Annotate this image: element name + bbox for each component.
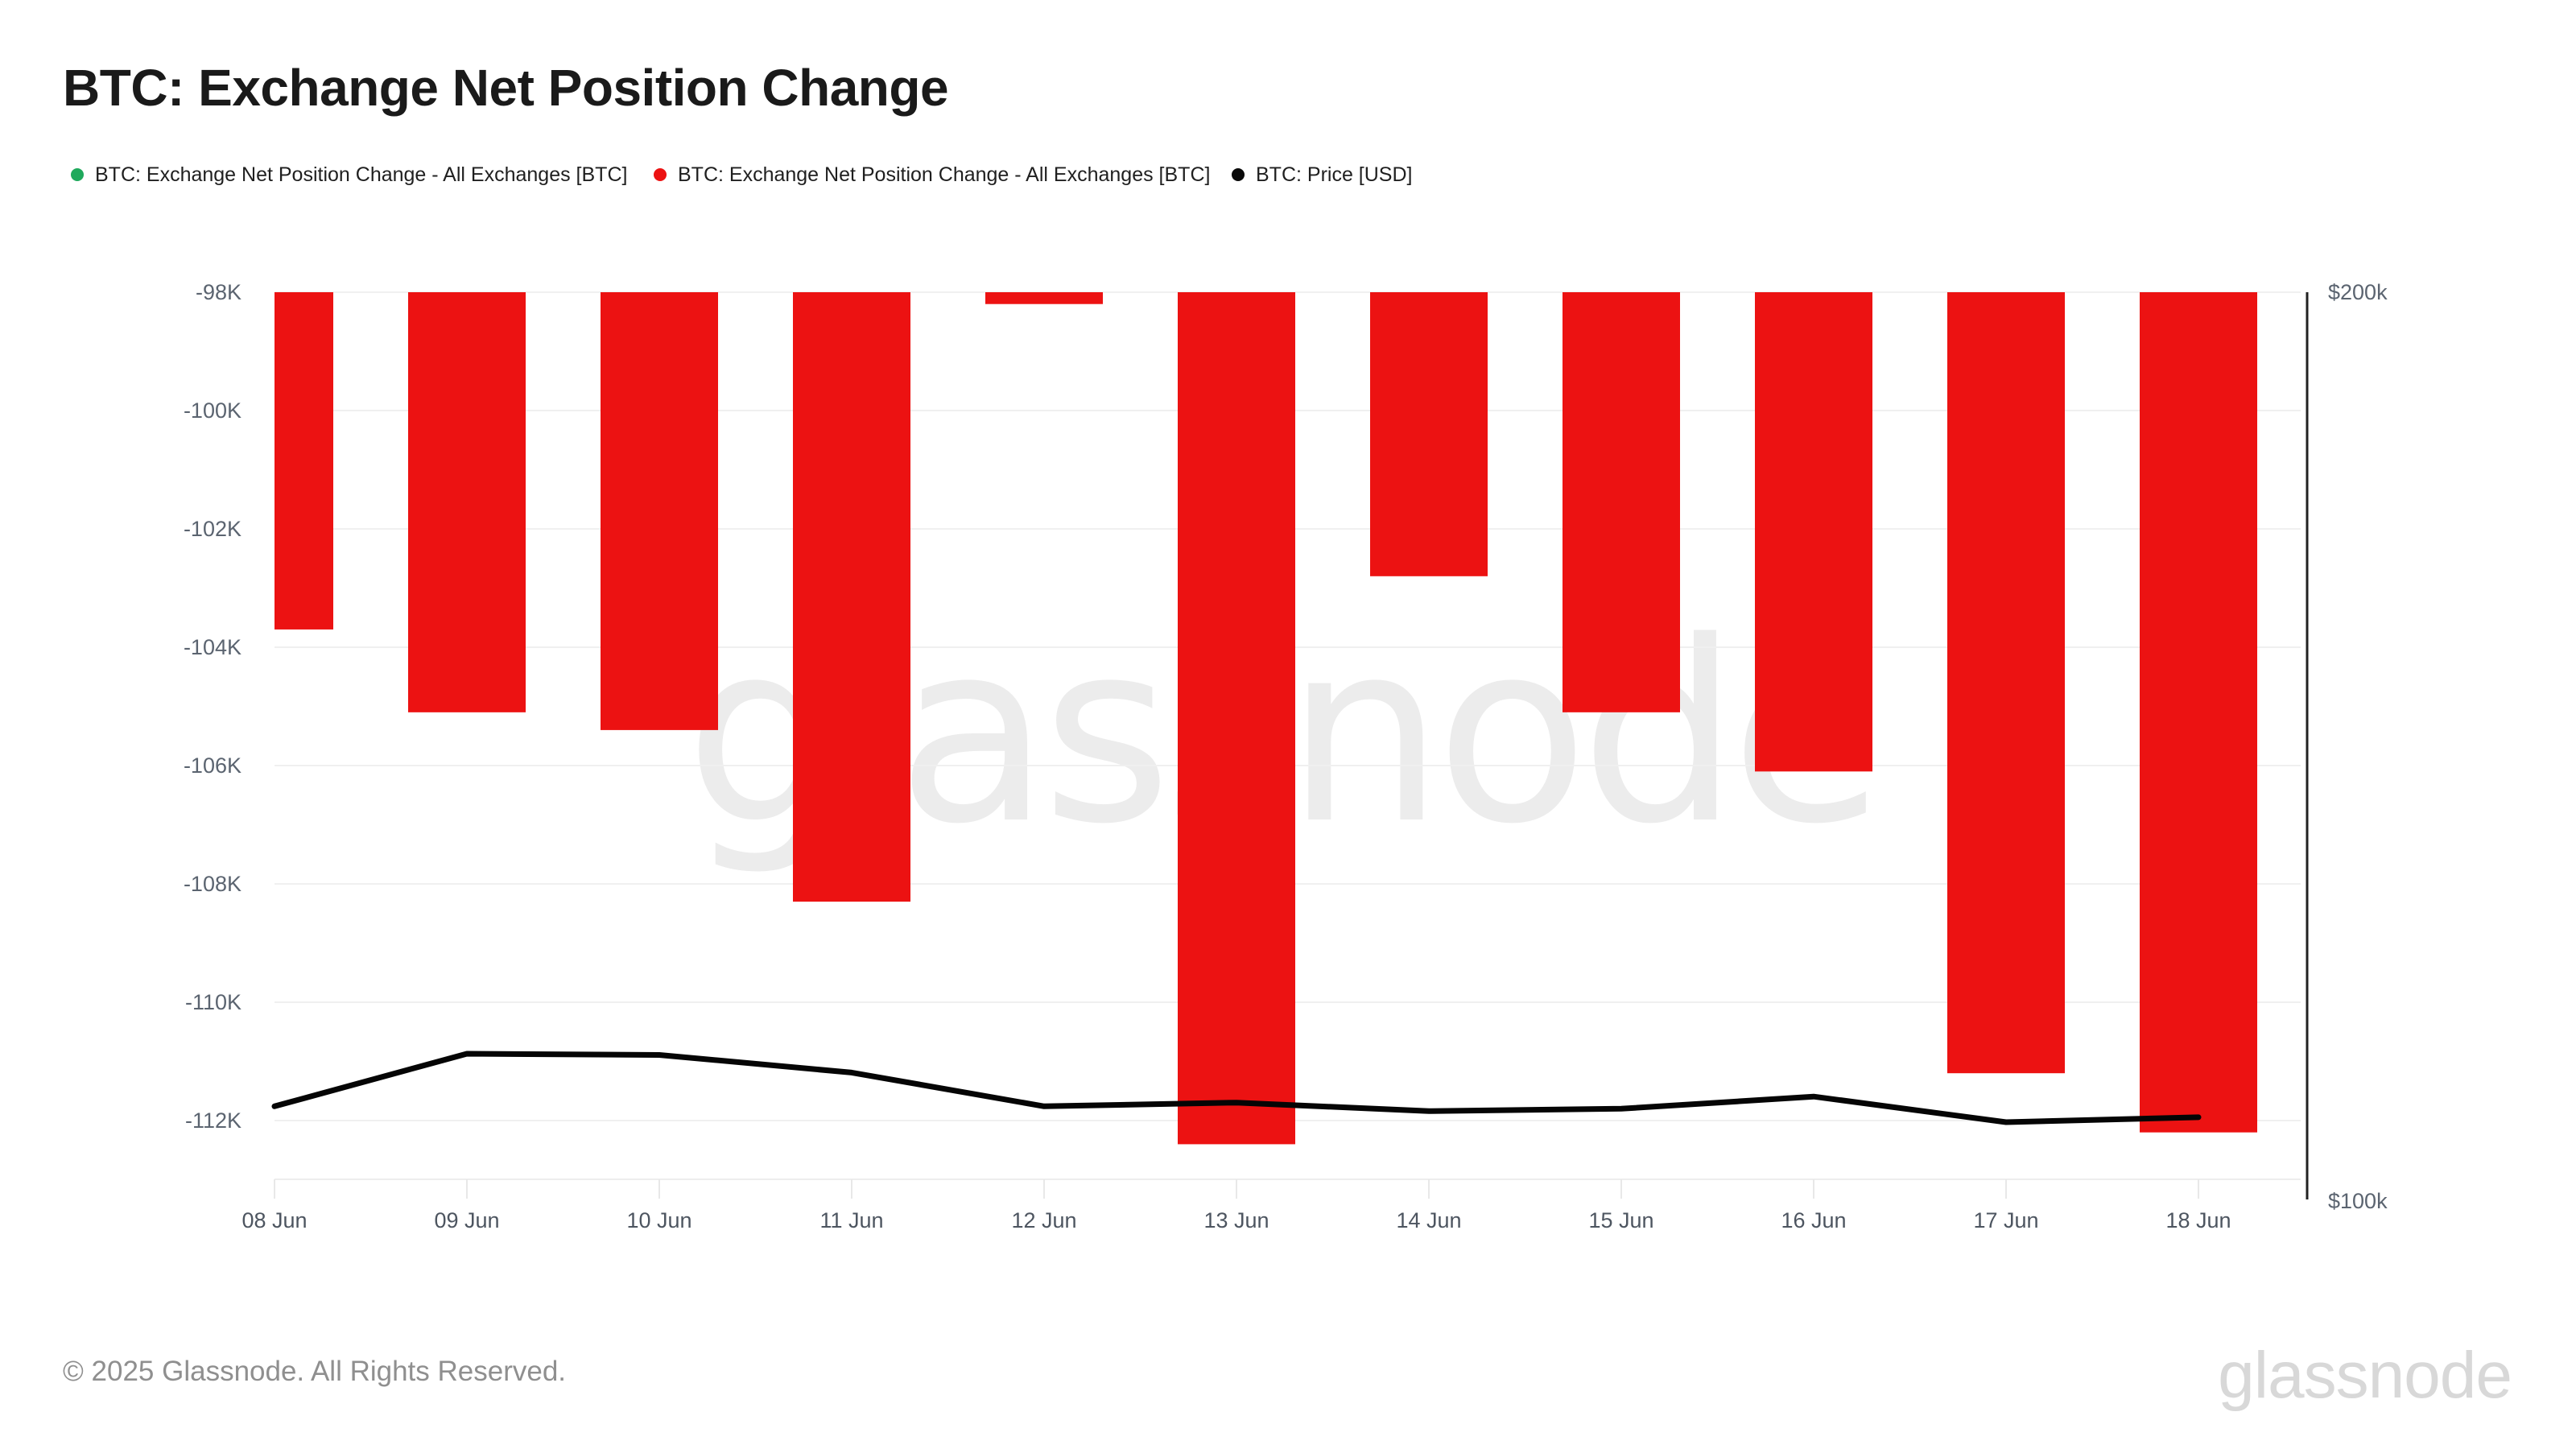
glassnode-logo: glassnode <box>2218 1339 2512 1412</box>
y-axis-label: -112K <box>184 1108 242 1133</box>
bar-12-jun[interactable] <box>985 292 1103 304</box>
y-axis-label: -104K <box>183 635 242 659</box>
y-axis-label: -98K <box>195 280 242 304</box>
x-axis-label: 11 Jun <box>819 1208 884 1232</box>
x-axis-label: 09 Jun <box>434 1208 500 1232</box>
x-axis-label: 18 Jun <box>2165 1208 2231 1232</box>
x-axis-label: 12 Jun <box>1011 1208 1077 1232</box>
bar-08-jun[interactable] <box>275 292 333 630</box>
y-axis-label: -106K <box>183 753 242 778</box>
legend-label: BTC: Exchange Net Position Change - All … <box>678 163 1211 186</box>
legend: BTC: Exchange Net Position Change - All … <box>0 159 2576 192</box>
x-axis-label: 13 Jun <box>1203 1208 1269 1232</box>
legend-dot-black-icon <box>1232 168 1245 181</box>
bar-15-jun[interactable] <box>1563 292 1680 712</box>
bar-18-jun[interactable] <box>2140 292 2257 1133</box>
bar-11-jun[interactable] <box>793 292 910 902</box>
legend-item-btc-price[interactable]: BTC: Price [USD] <box>1232 159 1412 190</box>
bar-16-jun[interactable] <box>1755 292 1872 772</box>
y-axis-label: -100K <box>183 398 242 423</box>
bar-10-jun[interactable] <box>601 292 718 730</box>
legend-label: BTC: Price [USD] <box>1256 163 1413 186</box>
x-axis-label: 17 Jun <box>1973 1208 2039 1232</box>
y-axis-label: -110K <box>184 990 242 1014</box>
page-title: BTC: Exchange Net Position Change <box>63 59 949 117</box>
x-axis-label: 08 Jun <box>242 1208 308 1232</box>
legend-item-net-position-red[interactable]: BTC: Exchange Net Position Change - All … <box>654 159 1210 190</box>
price-axis-label: $100k <box>2328 1189 2388 1213</box>
legend-dot-red-icon <box>654 168 667 181</box>
legend-label: BTC: Exchange Net Position Change - All … <box>95 163 628 186</box>
x-axis-label: 16 Jun <box>1781 1208 1847 1232</box>
legend-item-net-position-green[interactable]: BTC: Exchange Net Position Change - All … <box>71 159 627 190</box>
price-line <box>271 1051 2202 1125</box>
price-axis-label: $200k <box>2328 280 2388 304</box>
x-axis-label: 10 Jun <box>626 1208 692 1232</box>
bar-14-jun[interactable] <box>1370 292 1488 576</box>
x-axis-label: 15 Jun <box>1588 1208 1654 1232</box>
copyright-text: © 2025 Glassnode. All Rights Reserved. <box>63 1356 567 1387</box>
bar-17-jun[interactable] <box>1947 292 2065 1074</box>
bar-13-jun[interactable] <box>1178 292 1295 1145</box>
x-axis-label: 14 Jun <box>1396 1208 1462 1232</box>
legend-dot-green-icon <box>71 168 84 181</box>
y-axis-label: -102K <box>183 517 242 541</box>
y-axis-label: -108K <box>183 872 242 896</box>
bar-09-jun[interactable] <box>408 292 526 712</box>
